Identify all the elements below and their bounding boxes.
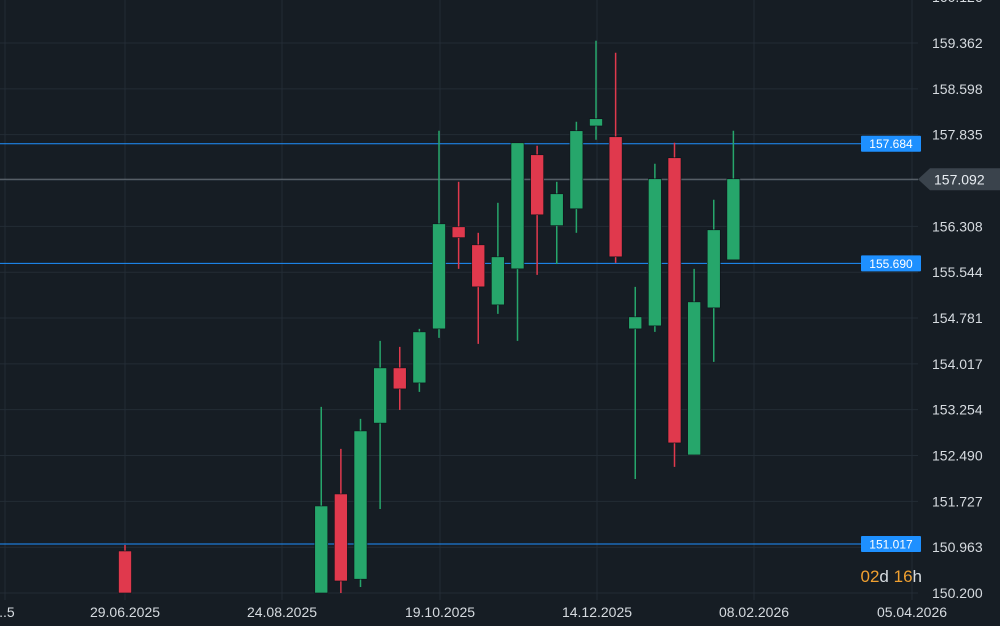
candle-body (334, 493, 348, 582)
horizontal-line-badge (861, 255, 921, 272)
candle[interactable] (667, 142, 682, 467)
candle-body (491, 256, 505, 306)
candle-body (510, 142, 525, 270)
countdown-days: 02 (860, 567, 880, 586)
candle[interactable] (648, 163, 662, 332)
candle-body (471, 244, 486, 288)
horizontal-line-badge (861, 135, 921, 152)
horizontal-line-badge (861, 535, 921, 552)
candle-body (667, 157, 682, 444)
x-tick-label: 14.12.2025 (562, 604, 632, 620)
candle-body (392, 367, 407, 390)
candle-body (530, 154, 544, 216)
y-tick-label: 153.254 (932, 402, 983, 418)
candle-body (687, 301, 701, 456)
candle-body (432, 223, 446, 330)
y-tick-label: 150.963 (932, 539, 983, 555)
candle[interactable] (451, 181, 466, 269)
x-axis-band (0, 600, 1000, 626)
candle-body (373, 367, 387, 424)
candle[interactable] (726, 130, 741, 261)
y-tick-label: 157.835 (932, 127, 983, 143)
candle[interactable] (510, 142, 525, 341)
candle[interactable] (432, 130, 446, 338)
candle-body (608, 136, 623, 258)
candle[interactable] (491, 202, 505, 314)
candle[interactable] (471, 232, 486, 344)
candle[interactable] (530, 145, 544, 275)
x-tick-label: 08.02.2026 (719, 604, 789, 620)
y-tick-label: 155.544 (932, 264, 983, 280)
horizontal-lines (0, 143, 918, 545)
y-tick-label: 150.200 (932, 585, 983, 601)
price-labels: 157.092 157.684 155.690 151.017 (861, 135, 1000, 552)
candle-body (726, 178, 741, 261)
y-tick-label: 160.126 (932, 0, 983, 5)
countdown-hours: 16 (893, 567, 913, 586)
y-axis: 150.200 150.963 151.727 152.490 153.254 154.0… (932, 0, 983, 601)
candle[interactable] (392, 346, 407, 410)
countdown-days-unit: d (879, 567, 889, 586)
y-tick-label: 159.362 (932, 35, 983, 51)
horizontal-line-label: 151.017 (869, 537, 913, 551)
candle-body (412, 331, 427, 384)
candles (0, 40, 1000, 626)
candle[interactable] (353, 418, 368, 587)
candle[interactable] (687, 268, 701, 456)
current-price-label: 157.092 (934, 171, 985, 187)
candle[interactable] (608, 52, 623, 263)
horizontal-line-label: 157.684 (869, 137, 913, 151)
candle[interactable] (589, 40, 603, 140)
y-tick-label: 158.598 (932, 81, 983, 97)
candle-body (451, 226, 466, 238)
candle-body (314, 505, 329, 594)
y-tick-label: 152.490 (932, 448, 983, 464)
bar-countdown: 02d 16h (860, 567, 922, 587)
x-tick-label: 05.04.2026 (877, 604, 947, 620)
candle[interactable] (334, 448, 348, 593)
candle-body (118, 550, 132, 594)
y-tick-label: 151.727 (932, 493, 983, 509)
candle-body (628, 316, 643, 330)
candle[interactable] (314, 406, 329, 594)
grid (0, 0, 918, 600)
horizontal-line-label: 155.690 (869, 257, 913, 271)
candle[interactable] (549, 181, 564, 265)
x-tick-label: ...5 (0, 604, 15, 620)
countdown-hours-unit: h (912, 567, 922, 586)
candle-body (353, 430, 368, 580)
candle-body (706, 229, 721, 309)
candle[interactable] (373, 340, 387, 509)
x-axis: ...5 29.06.2025 24.08.2025 19.10.2025 14.12.… (0, 604, 947, 620)
candle-body (648, 178, 662, 327)
candle[interactable] (412, 328, 427, 392)
candle[interactable] (569, 121, 584, 233)
y-tick-label: 156.308 (932, 218, 983, 234)
candle-body (569, 130, 584, 210)
candle[interactable] (118, 544, 132, 594)
current-price-badge (918, 168, 1000, 191)
x-tick-label: 29.06.2025 (90, 604, 160, 620)
x-tick-label: 24.08.2025 (247, 604, 317, 620)
candle[interactable] (706, 199, 721, 362)
candle[interactable] (628, 286, 643, 479)
candle-body (589, 118, 603, 127)
y-tick-label: 154.017 (932, 356, 983, 372)
x-tick-label: 19.10.2025 (405, 604, 475, 620)
y-tick-label: 154.781 (932, 310, 983, 326)
candle-body (549, 193, 564, 226)
